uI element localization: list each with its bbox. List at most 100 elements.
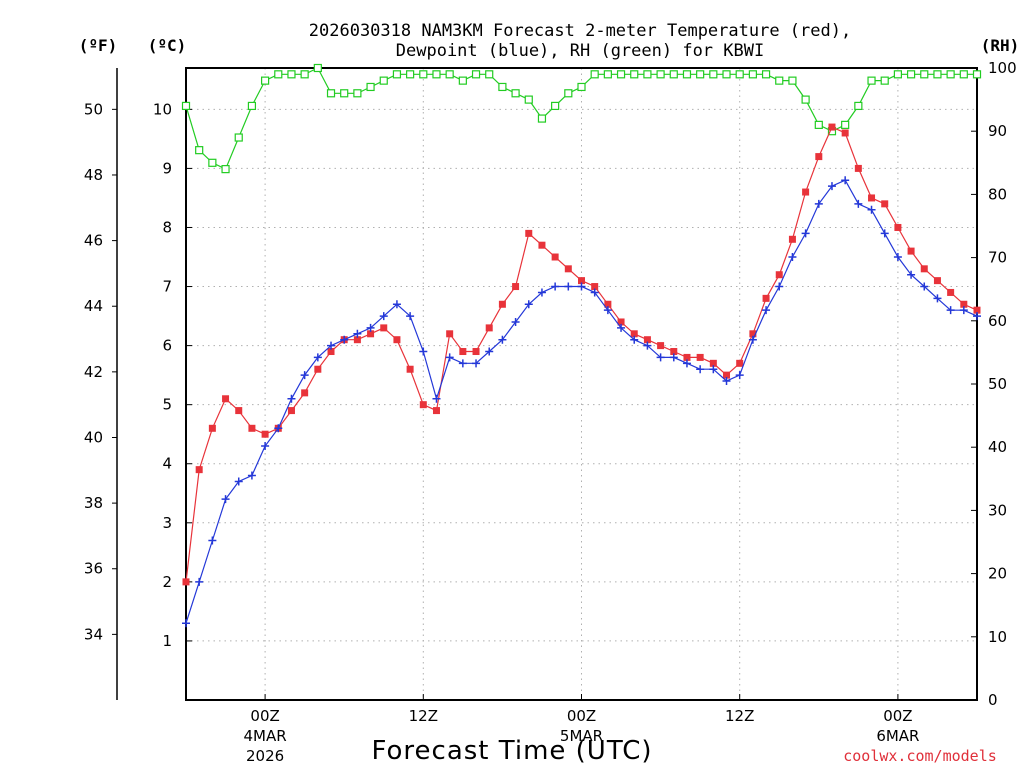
celsius-tick-label: 8 [162,218,172,236]
temperature-point [538,241,546,249]
celsius-tick-label: 4 [162,455,172,473]
temperature-point [881,200,889,208]
rh-point [564,89,573,98]
temperature-point [788,235,796,243]
dewpoint-point [379,312,388,321]
temperature-point [235,407,243,415]
temperature-point [208,424,216,432]
temperature-point [525,229,533,237]
dewpoint-point [630,335,639,344]
dewpoint-point [696,365,705,374]
dewpoint-point [709,365,718,374]
dewpoint-point [748,335,757,344]
rh-unit-label: (RH) [981,36,1020,55]
rh-point [867,76,876,85]
temperature-point [564,265,572,273]
temperature-point [960,300,968,308]
temperature-point [261,430,269,438]
dewpoint-point [261,442,270,451]
fahrenheit-tick-label: 44 [84,297,103,315]
rh-point [656,70,665,79]
fahrenheit-tick-label: 38 [84,494,103,512]
temperature-point [973,306,981,314]
dewpoint-point [366,323,375,332]
rh-point [511,89,520,98]
dewpoint-point [182,619,190,628]
x-axis-title: Forecast Time (UTC) [371,736,652,766]
rh-point [893,70,903,79]
dewpoint-point [682,359,691,368]
dewpoint-point [274,424,283,433]
dewpoint-point [511,317,520,326]
temperature-point [841,129,849,137]
dewpoint-point [656,353,665,362]
rh-point [880,76,889,85]
temperature-point [498,300,506,308]
temperature-point [248,424,256,432]
dewpoint-point [907,270,916,279]
time-tick-label: 00Z [883,707,912,725]
rh-point [616,70,626,79]
temperature-point [327,348,335,356]
dewpoint-point [287,394,296,403]
rh-tick-label: 20 [988,565,1007,583]
dewpoint-point [973,312,981,321]
celsius-axis: 1 2 3 4 5 6 7 8 9 10 [153,100,192,650]
gridlines [186,68,977,700]
dewpoint-point [247,471,256,480]
rh-point [854,101,863,111]
temperature-point [419,401,427,409]
dewpoint-point [920,282,929,291]
dewpoint-point [827,182,836,191]
rh-point [814,120,823,129]
temperature-point [459,348,467,356]
temperature-point [749,330,757,338]
rh-point [630,70,639,79]
temperature-point [485,324,493,332]
temperature-point [301,389,309,397]
temperature-point [630,330,638,338]
rh-tick-label: 10 [988,628,1007,646]
temperature-point [512,283,520,291]
temperature-point [195,466,203,474]
rh-series [181,63,982,174]
rh-point [788,76,797,85]
rh-point [181,101,191,111]
celsius-unit-label: (ºC) [148,36,187,55]
celsius-tick-label: 7 [162,278,172,296]
temperature-point [736,359,744,367]
time-tick-year: 2026 [246,747,284,765]
temperature-point [920,265,928,273]
rh-point [775,76,784,85]
rh-point [471,70,481,79]
rh-point [761,70,771,79]
rh-point [959,70,968,79]
rh-point [946,70,955,79]
rh-tick-label: 60 [988,312,1007,330]
temperature-series [182,123,981,586]
dewpoint-point [313,353,322,362]
celsius-tick-label: 3 [162,514,172,532]
rh-point [537,114,547,123]
time-tick-date: 6MAR [876,727,919,745]
temperature-point [670,348,678,356]
dewpoint-point [432,394,441,403]
rh-tick-label: 40 [988,438,1007,456]
dewpoint-line [185,179,978,624]
rh-point [669,70,678,79]
dewpoint-point [340,335,349,344]
rh-point [247,101,257,111]
rh-point [366,82,375,92]
time-tick-label: 12Z [725,707,754,725]
temperature-point [907,247,915,255]
rh-tick-label: 50 [988,375,1007,393]
dewpoint-point [524,300,533,309]
dewpoint-point [775,282,784,291]
temperature-point [446,330,454,338]
rh-point [709,70,718,79]
rh-point [353,89,362,98]
rh-point [274,70,283,79]
temperature-point [353,336,361,344]
rh-point [696,70,705,79]
